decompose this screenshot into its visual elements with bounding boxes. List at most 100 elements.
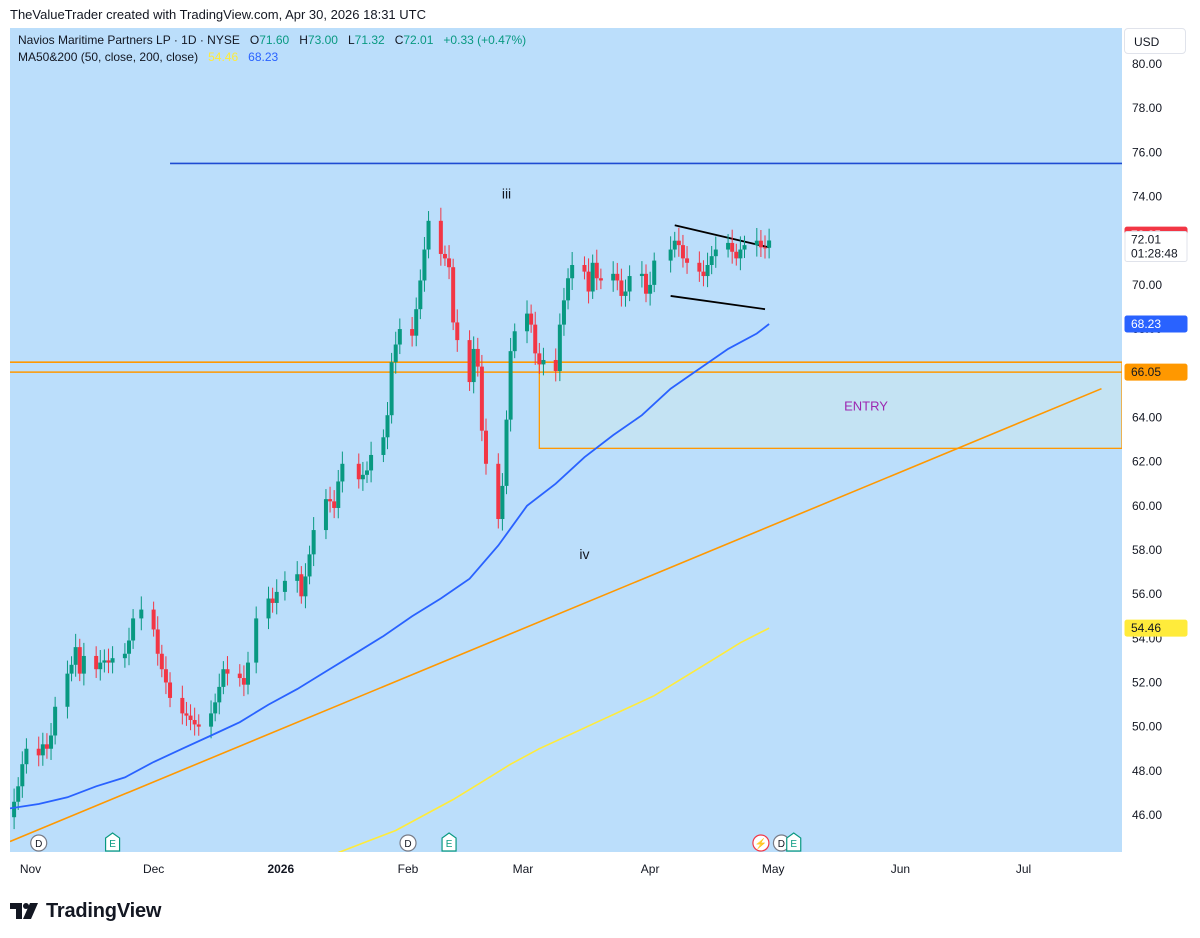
candle-body [738, 249, 743, 259]
time-tick-label: Jul [1016, 862, 1031, 876]
close-key: C [394, 33, 404, 47]
candle-body [619, 280, 624, 296]
candle-body [98, 662, 103, 670]
events-layer: D E D E ⚡ D E [30, 832, 802, 852]
time-axis-labels: Nov Dec 2026 Feb Mar Apr May Jun Jul [20, 862, 1031, 876]
dividend-icon[interactable]: D [30, 834, 48, 852]
candle-body [442, 253, 447, 259]
candle-body [627, 276, 632, 292]
candle-body [594, 262, 599, 279]
candle-body [221, 669, 226, 687]
moving-average-layer [10, 323, 770, 852]
candle-body [541, 359, 546, 365]
candle-body [500, 485, 505, 520]
candle-body [184, 713, 189, 716]
candle-body [69, 664, 74, 674]
dividend-icon[interactable]: D [399, 834, 417, 852]
candle-body [389, 362, 394, 416]
candle-body [483, 430, 488, 464]
candle-body [299, 574, 304, 597]
candle-body [471, 348, 476, 383]
entry-tag-text: 66.05 [1131, 365, 1161, 379]
candle-body [451, 267, 456, 323]
flag-top [674, 224, 770, 249]
ma200-value: 54.46 [208, 50, 239, 64]
event-glyph: D [35, 839, 42, 850]
candle-body [533, 324, 538, 354]
footer-brand: TradingView [46, 899, 162, 922]
symbol-title[interactable]: Navios Maritime Partners LP · 1D · NYSE [18, 33, 240, 47]
candle-body [713, 249, 718, 257]
candle-body [360, 474, 365, 480]
currency-button[interactable]: USD [1124, 28, 1186, 54]
earnings-icon[interactable]: E [786, 832, 802, 852]
time-tick-label: Dec [143, 862, 164, 876]
candle-body [12, 801, 17, 818]
candle-body [730, 242, 735, 252]
time-axis[interactable] [10, 852, 1190, 882]
candle-body [188, 715, 193, 721]
earnings-marker [786, 832, 802, 852]
candle-body [245, 662, 250, 685]
candle-body [254, 618, 259, 663]
candle-body [611, 273, 616, 281]
candle-body [110, 658, 115, 663]
low-key: L [347, 33, 355, 47]
candle-body [323, 499, 328, 531]
candle-body [422, 249, 427, 281]
candle-body [414, 309, 419, 336]
candle-body [426, 220, 431, 250]
price-axis[interactable] [1122, 28, 1190, 852]
ma200-tag-bg [1124, 619, 1188, 637]
candle-body [685, 258, 690, 263]
candle-body [623, 291, 628, 296]
tradingview-logo-icon [10, 903, 38, 919]
candle-body [701, 271, 706, 277]
open-key: O [249, 33, 260, 47]
event-glyph: D [778, 839, 785, 850]
candle-body [274, 591, 279, 603]
lightning-icon[interactable]: ⚡ [752, 834, 770, 852]
price-tick-label: 50.00 [1132, 720, 1162, 734]
low-value: 71.32 [354, 33, 385, 47]
candle-body [209, 713, 214, 727]
candle-body [475, 348, 480, 367]
price-tick-label: 60.00 [1132, 499, 1162, 513]
candle-body [652, 260, 657, 285]
candle-body [537, 353, 542, 365]
wave-label-iv: iv [579, 546, 589, 562]
earnings-icon[interactable]: E [441, 832, 457, 852]
candle-body [705, 265, 710, 277]
price-tick-label: 62.00 [1132, 455, 1162, 469]
earnings-marker [441, 832, 457, 852]
ma50-tag-text: 68.23 [1131, 317, 1161, 331]
price-tick-label: 46.00 [1132, 808, 1162, 822]
candle-body [758, 240, 763, 248]
ma200-tag-text: 54.46 [1131, 621, 1161, 635]
open-value: 71.60 [259, 33, 290, 47]
candle-body [410, 329, 415, 336]
candle-body [106, 660, 111, 663]
candle-body [767, 240, 772, 248]
ma50-tag: 68.23 [1124, 315, 1188, 333]
candle-body [237, 673, 242, 679]
earnings-icon[interactable]: E [104, 832, 121, 852]
ma50-value: 68.23 [248, 50, 279, 64]
candle-body [303, 576, 308, 597]
price-tick-label: 74.00 [1132, 190, 1162, 204]
ma-indicator-label[interactable]: MA50&200 (50, close, 200, close) [18, 50, 199, 64]
price-tick-label: 76.00 [1132, 145, 1162, 159]
candle-body [20, 764, 25, 787]
candle-body [307, 554, 312, 577]
candle-body [590, 262, 595, 292]
candle-body [668, 249, 673, 261]
candle-body [44, 744, 49, 749]
candle-body [155, 629, 160, 654]
candle-body [336, 481, 341, 508]
candle-body [479, 366, 484, 431]
time-tick-label: May [762, 862, 785, 876]
tradingview-logo[interactable]: TradingView [10, 899, 161, 923]
candle-body [369, 454, 374, 471]
